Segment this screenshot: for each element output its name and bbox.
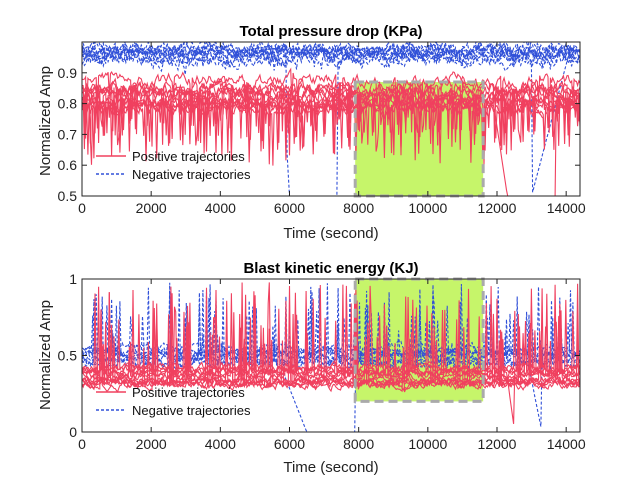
x-tick-label: 8000 (343, 200, 374, 216)
x-tick-label: 14000 (547, 200, 586, 216)
chart-panel-kinetic-energy: Blast kinetic energy (KJ) Normalized Amp… (37, 260, 586, 476)
series-line (82, 289, 580, 370)
legend-label: Negative trajectories (132, 403, 251, 418)
x-tick-label: 6000 (274, 200, 305, 216)
series-line (82, 285, 580, 378)
traces (82, 42, 580, 196)
series-line (82, 42, 580, 62)
x-tick-label: 10000 (408, 200, 447, 216)
x-tick-label: 12000 (478, 436, 517, 452)
x-tick-label: 0 (78, 200, 86, 216)
x-tick-label: 14000 (547, 436, 586, 452)
legend-label: Positive trajectories (132, 149, 245, 164)
series-line (82, 286, 580, 362)
legend-label: Positive trajectories (132, 385, 245, 400)
series-line (82, 77, 580, 156)
series-line (82, 286, 580, 361)
x-axis-label: Time (second) (283, 459, 378, 476)
x-tick-label: 12000 (478, 200, 517, 216)
series-line (82, 283, 580, 372)
series-line (82, 94, 580, 166)
series-line (82, 67, 580, 140)
x-tick-label: 2000 (136, 436, 167, 452)
series-line (82, 48, 580, 70)
chart-title: Total pressure drop (KPa) (239, 23, 422, 40)
x-tick-label: 4000 (205, 200, 236, 216)
x-tick-label: 0 (78, 436, 86, 452)
chart-panel-pressure: Total pressure drop (KPa) Normalized Amp… (37, 23, 586, 242)
y-axis-label: Normalized Amp (37, 300, 54, 410)
y-tick-label: 0.5 (58, 188, 78, 204)
traces (82, 282, 580, 432)
series-line (82, 304, 580, 360)
y-axis-label: Normalized Amp (37, 66, 54, 176)
x-tick-label: 8000 (343, 436, 374, 452)
x-tick-label: 10000 (408, 436, 447, 452)
series-line (82, 42, 580, 69)
x-axis-label: Time (second) (283, 225, 378, 242)
y-tick-label: 1 (69, 271, 77, 287)
series-line (82, 92, 580, 196)
chart-title: Blast kinetic energy (KJ) (243, 260, 418, 277)
y-tick-label: 0.5 (58, 348, 78, 364)
y-tick-label: 0.8 (58, 96, 78, 112)
series-line (82, 284, 580, 357)
x-tick-label: 4000 (205, 436, 236, 452)
series-line (82, 285, 580, 388)
series-line (82, 287, 580, 393)
plot-frame (81, 41, 581, 197)
series-line (82, 42, 580, 68)
series-line (82, 47, 580, 73)
x-tick-label: 6000 (274, 436, 305, 452)
series-line (82, 284, 580, 390)
legend-label: Negative trajectories (132, 167, 251, 182)
y-tick-label: 0.9 (58, 65, 78, 81)
y-tick-label: 0.7 (58, 126, 78, 142)
series-line (82, 288, 580, 381)
series-line (82, 42, 580, 67)
series-line (82, 287, 580, 368)
y-tick-label: 0 (69, 424, 77, 440)
y-tick-label: 0.6 (58, 157, 78, 173)
highlight-border (353, 80, 485, 198)
x-tick-label: 2000 (136, 200, 167, 216)
